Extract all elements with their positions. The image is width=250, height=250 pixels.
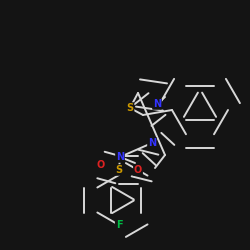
Text: S: S [116,165,122,175]
Text: N: N [148,138,156,148]
Text: O: O [134,165,142,175]
Text: F: F [116,220,122,230]
Text: O: O [97,160,105,170]
Text: N: N [153,99,161,109]
Text: N: N [116,152,124,162]
Text: S: S [126,103,134,113]
